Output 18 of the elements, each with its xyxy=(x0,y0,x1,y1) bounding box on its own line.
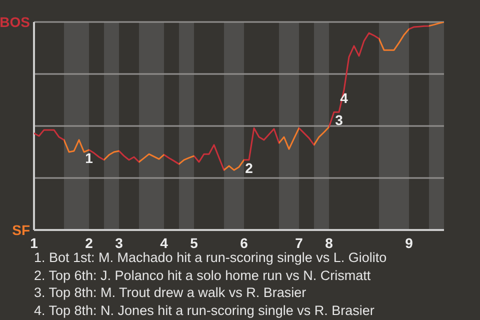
text: 3. Top 8th: M. Trout drew a walk vs R. Brasier xyxy=(34,284,308,302)
annotation: 3 xyxy=(335,112,344,128)
text: BOS xyxy=(0,14,30,30)
annotation: 2 xyxy=(245,160,254,176)
text: 1. Bot 1st: M. Machado hit a run-scoring single vs L. Giolito xyxy=(34,249,387,266)
x-tick-label: 6 xyxy=(240,234,248,251)
x-tick-label: 8 xyxy=(325,234,334,251)
x-tick-label: 7 xyxy=(295,234,304,251)
annotation: 1 xyxy=(85,150,94,166)
x-tick-label: 4 xyxy=(160,234,168,251)
text: 4. Top 8th: N. Jones hit a run-scoring single vs R. Brasier xyxy=(34,302,376,319)
x-tick-label: 9 xyxy=(405,234,414,251)
x-tick-label: 5 xyxy=(190,234,198,251)
x-tick-label: 1 xyxy=(30,234,38,251)
x-tick-label: 3 xyxy=(115,234,124,251)
text: SF xyxy=(12,222,30,238)
x-tick-label: 2 xyxy=(85,234,94,251)
text: 2. Top 6th: J. Polanco hit a solo home run vs N. Crismatt xyxy=(34,266,372,284)
